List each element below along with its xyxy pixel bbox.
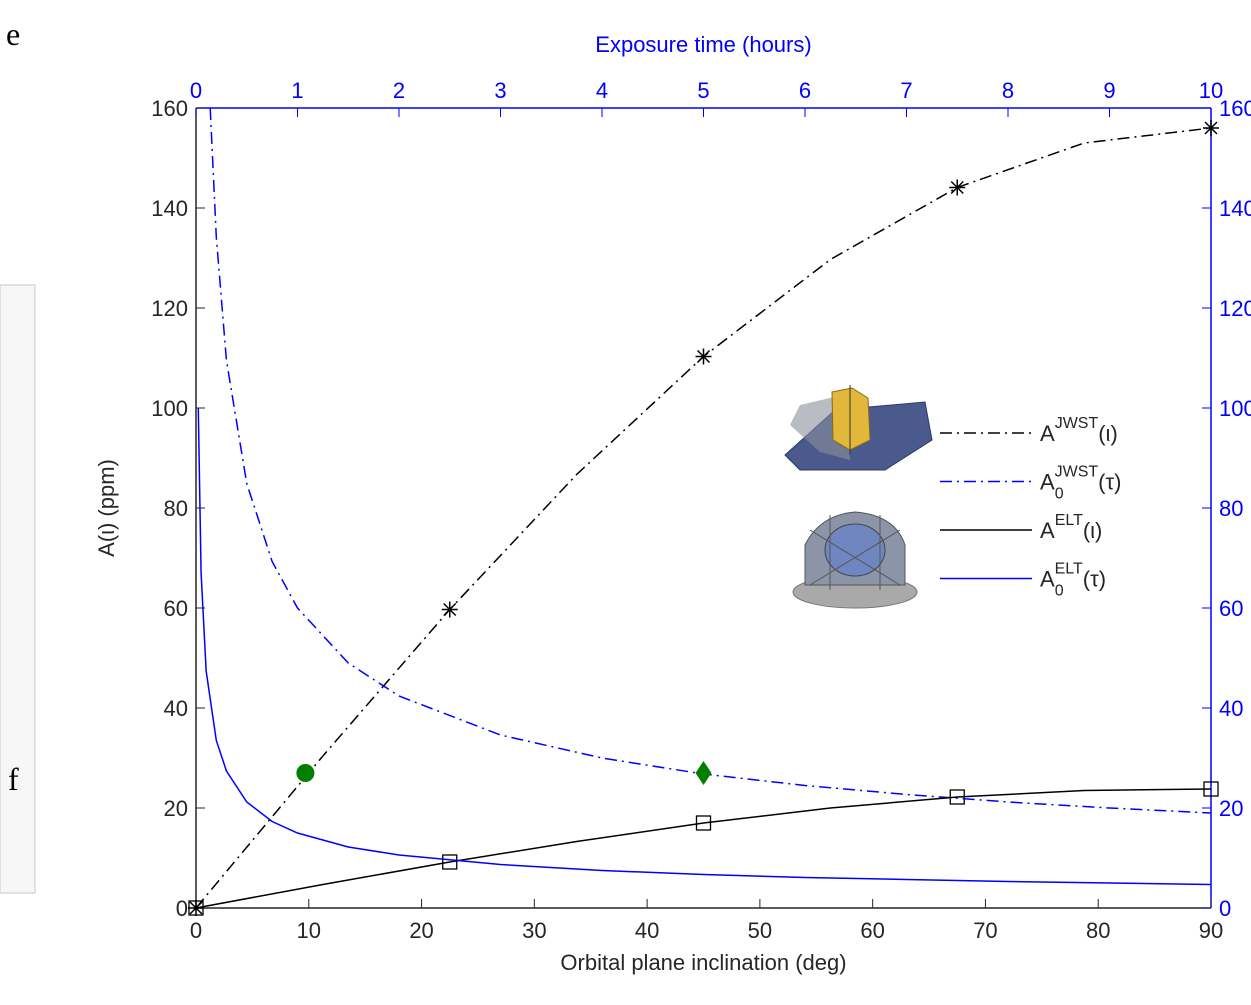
y-tick-label: 40 (164, 696, 188, 721)
y2-tick-label: 100 (1219, 396, 1251, 421)
data-marker (949, 789, 965, 805)
x2-tick-label: 5 (697, 78, 709, 103)
elt-icon (792, 511, 918, 609)
data-marker (1203, 781, 1219, 797)
legend-sup: ELT (1055, 512, 1083, 529)
y2-tick-label: 120 (1219, 296, 1251, 321)
legend-name: A (1040, 518, 1055, 543)
legend-label: A0 JWST(τ) (1040, 464, 1121, 503)
x2-axis-label: Exposure time (hours) (595, 32, 811, 57)
data-marker (442, 854, 458, 870)
legend-sub: 0 (1055, 486, 1064, 503)
x-tick-label: 70 (973, 918, 997, 943)
y-tick-label: 100 (151, 396, 188, 421)
legend-sup: JWST (1055, 415, 1099, 432)
side-panel (0, 284, 36, 894)
legend-name: A (1040, 421, 1055, 446)
data-marker (1203, 120, 1219, 136)
series-line (197, 407, 1212, 886)
data-marker (695, 815, 712, 831)
legend-name: A (1040, 470, 1055, 495)
y-axis-label: A(ι) (ppm) (94, 459, 119, 557)
y2-tick-label: 0 (1219, 896, 1231, 921)
x2-tick-label: 0 (190, 78, 202, 103)
x-tick-label: 30 (522, 918, 546, 943)
x-tick-label: 60 (860, 918, 884, 943)
series-line (195, 788, 1212, 909)
x-tick-label: 0 (190, 918, 202, 943)
x-tick-label: 40 (635, 918, 659, 943)
legend-arg: (ι) (1098, 421, 1118, 446)
x2-tick-label: 1 (291, 78, 303, 103)
legend-sub: 0 (1055, 583, 1064, 600)
y2-tick-label: 80 (1219, 496, 1243, 521)
x-axis-label: Orbital plane inclination (deg) (560, 950, 846, 975)
jwst-icon (784, 385, 933, 471)
x-tick-label: 80 (1086, 918, 1110, 943)
data-marker (695, 761, 712, 785)
x2-tick-label: 7 (900, 78, 912, 103)
x2-tick-label: 10 (1199, 78, 1223, 103)
y-tick-label: 0 (176, 896, 188, 921)
legend-arg: (ι) (1083, 518, 1103, 543)
side-text: e (6, 16, 20, 52)
y2-tick-label: 140 (1219, 196, 1251, 221)
data-marker (695, 348, 712, 365)
legend-arg: (τ) (1083, 567, 1106, 592)
x2-tick-label: 9 (1103, 78, 1115, 103)
data-marker (188, 900, 204, 916)
y-tick-label: 160 (151, 96, 188, 121)
x2-tick-label: 4 (596, 78, 608, 103)
data-marker (949, 179, 966, 196)
legend-label: AELT(ι) (1040, 512, 1102, 543)
y2-tick-label: 160 (1219, 96, 1251, 121)
y-tick-label: 120 (151, 296, 188, 321)
legend-sup: ELT (1055, 561, 1083, 578)
x2-tick-label: 2 (393, 78, 405, 103)
x-tick-label: 20 (409, 918, 433, 943)
x-tick-label: 90 (1199, 918, 1223, 943)
y-tick-label: 80 (164, 496, 188, 521)
x2-tick-label: 3 (494, 78, 506, 103)
data-marker (296, 764, 315, 782)
y-tick-label: 140 (151, 196, 188, 221)
y-tick-label: 20 (164, 796, 188, 821)
y-tick-label: 60 (164, 596, 188, 621)
side-text: f (8, 761, 19, 797)
data-marker (441, 601, 458, 618)
legend-sup: JWST (1055, 464, 1099, 481)
y2-tick-label: 20 (1219, 796, 1243, 821)
x2-tick-label: 6 (799, 78, 811, 103)
legend-arg: (τ) (1098, 470, 1121, 495)
y2-tick-label: 60 (1219, 596, 1243, 621)
series-line (209, 107, 1212, 814)
x2-tick-label: 8 (1002, 78, 1014, 103)
legend-name: A (1040, 567, 1055, 592)
y2-tick-label: 40 (1219, 696, 1243, 721)
x-tick-label: 10 (297, 918, 321, 943)
legend-label: A0 ELT(τ) (1040, 561, 1106, 600)
x-tick-label: 50 (748, 918, 772, 943)
legend-label: AJWST(ι) (1040, 415, 1118, 446)
